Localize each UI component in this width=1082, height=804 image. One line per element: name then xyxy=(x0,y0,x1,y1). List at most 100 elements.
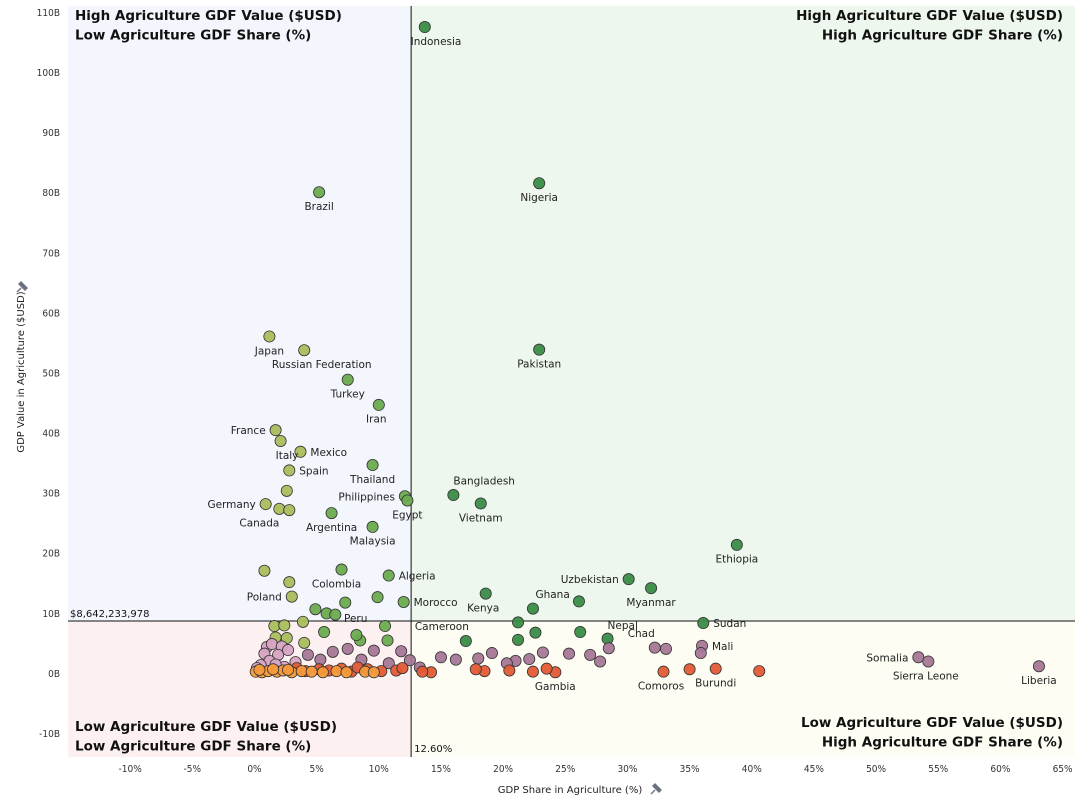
data-point-germany[interactable] xyxy=(259,498,272,511)
data-point[interactable] xyxy=(339,596,352,609)
quadrant-bottom-right-text-line-2: High Agriculture GDF Share (%) xyxy=(822,735,1063,751)
data-point[interactable] xyxy=(659,642,672,655)
data-point[interactable] xyxy=(371,591,384,604)
data-point-russian-federation[interactable] xyxy=(298,344,311,357)
data-point[interactable] xyxy=(594,655,607,668)
data-point[interactable] xyxy=(316,666,329,679)
data-point-algeria[interactable] xyxy=(382,569,395,582)
data-point-pakistan[interactable] xyxy=(533,343,546,356)
data-point-vietnam[interactable] xyxy=(474,497,487,510)
data-point[interactable] xyxy=(309,603,322,616)
data-point[interactable] xyxy=(329,608,342,621)
data-point-myanmar[interactable] xyxy=(645,582,658,595)
data-point[interactable] xyxy=(280,484,293,497)
data-point[interactable] xyxy=(395,645,408,658)
data-point-ghana[interactable] xyxy=(526,602,539,615)
data-point[interactable] xyxy=(403,654,416,667)
data-point-argentina[interactable] xyxy=(325,507,338,520)
data-point-somalia[interactable] xyxy=(912,651,925,664)
data-point[interactable] xyxy=(253,663,266,676)
data-point-bangladesh[interactable] xyxy=(447,489,460,502)
data-point-colombia[interactable] xyxy=(335,563,348,576)
data-point[interactable] xyxy=(367,666,380,679)
data-point-comoros[interactable] xyxy=(657,665,670,678)
data-point[interactable] xyxy=(282,644,295,657)
data-point[interactable] xyxy=(459,635,472,648)
data-point[interactable] xyxy=(283,504,296,517)
data-point[interactable] xyxy=(584,648,597,661)
data-point-spain[interactable] xyxy=(283,464,296,477)
data-point-nigeria[interactable] xyxy=(533,177,546,190)
data-point-poland[interactable] xyxy=(285,590,298,603)
data-point[interactable] xyxy=(268,620,281,633)
data-point[interactable] xyxy=(341,642,354,655)
data-point[interactable] xyxy=(574,626,587,639)
data-point-canada[interactable] xyxy=(273,502,286,515)
data-point[interactable] xyxy=(469,663,482,676)
data-point-iran[interactable] xyxy=(372,398,385,411)
data-point[interactable] xyxy=(572,595,585,608)
data-point-liberia[interactable] xyxy=(1032,660,1045,673)
data-point[interactable] xyxy=(382,657,395,670)
data-point-japan[interactable] xyxy=(263,330,276,343)
data-point[interactable] xyxy=(503,664,516,677)
data-point-turkey[interactable] xyxy=(341,373,354,386)
data-point-chad[interactable] xyxy=(648,641,661,654)
data-point[interactable] xyxy=(350,629,363,642)
data-point-thailand[interactable] xyxy=(366,459,379,472)
data-point[interactable] xyxy=(449,653,462,666)
data-point[interactable] xyxy=(485,647,498,660)
x-axis-pin-icon[interactable] xyxy=(650,783,662,795)
data-point[interactable] xyxy=(529,626,542,639)
data-point[interactable] xyxy=(340,666,353,679)
data-point[interactable] xyxy=(305,665,318,678)
data-point[interactable] xyxy=(694,647,707,660)
data-point[interactable] xyxy=(396,662,409,675)
data-point-sudan[interactable] xyxy=(697,617,710,630)
data-point[interactable] xyxy=(278,619,291,632)
data-point-uzbekistan[interactable] xyxy=(622,573,635,586)
data-point[interactable] xyxy=(472,652,485,665)
data-point[interactable] xyxy=(434,651,447,664)
data-point[interactable] xyxy=(265,638,278,651)
data-point[interactable] xyxy=(512,633,525,646)
data-point[interactable] xyxy=(326,645,339,658)
data-point[interactable] xyxy=(416,665,429,678)
data-point[interactable] xyxy=(563,647,576,660)
data-point[interactable] xyxy=(526,665,539,678)
data-point[interactable] xyxy=(753,665,766,678)
data-point[interactable] xyxy=(258,564,271,577)
data-point[interactable] xyxy=(683,663,696,676)
point-label-sudan: Sudan xyxy=(713,618,746,630)
data-point-mexico[interactable] xyxy=(294,445,307,458)
data-point[interactable] xyxy=(318,626,331,639)
data-point[interactable] xyxy=(512,616,525,629)
data-point[interactable] xyxy=(295,665,308,678)
data-point[interactable] xyxy=(282,663,295,676)
data-point[interactable] xyxy=(296,615,309,628)
data-point[interactable] xyxy=(381,634,394,647)
data-point[interactable] xyxy=(298,636,311,649)
y-axis-pin-icon[interactable] xyxy=(16,281,28,293)
data-point-kenya[interactable] xyxy=(479,587,492,600)
data-point-sierra-leone[interactable] xyxy=(922,655,935,668)
data-point[interactable] xyxy=(540,662,553,675)
data-point-malaysia[interactable] xyxy=(366,520,379,533)
data-point-ethiopia[interactable] xyxy=(730,538,743,551)
data-point[interactable] xyxy=(301,648,314,661)
data-point-indonesia[interactable] xyxy=(418,21,431,34)
data-point[interactable] xyxy=(283,576,296,589)
data-point-brazil[interactable] xyxy=(313,186,326,199)
data-point-burundi[interactable] xyxy=(709,662,722,675)
data-point-italy[interactable] xyxy=(274,434,287,447)
data-point[interactable] xyxy=(330,665,343,678)
data-point[interactable] xyxy=(602,642,615,655)
data-point[interactable] xyxy=(367,644,380,657)
data-point[interactable] xyxy=(536,646,549,659)
data-point-cameroon[interactable] xyxy=(379,620,392,633)
data-point[interactable] xyxy=(267,663,280,676)
data-point-morocco[interactable] xyxy=(397,595,410,608)
data-point[interactable] xyxy=(523,653,536,666)
data-point-egypt[interactable] xyxy=(401,494,414,507)
data-point-france[interactable] xyxy=(269,424,282,437)
